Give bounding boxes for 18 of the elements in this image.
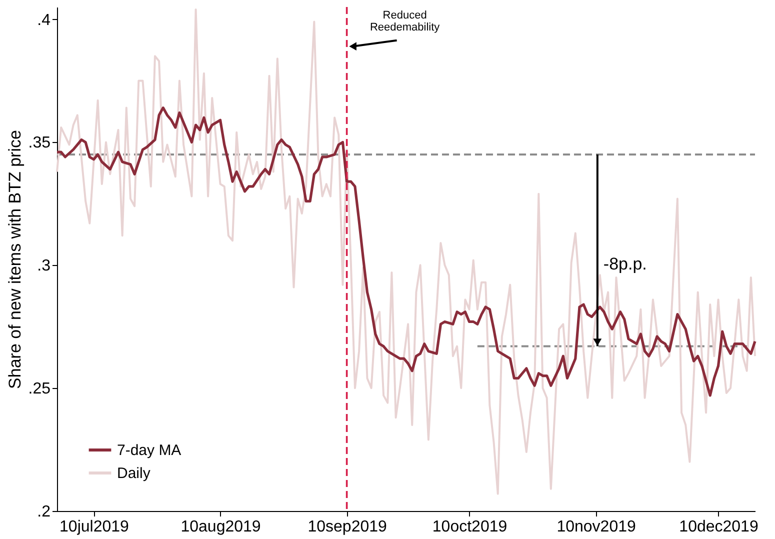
x-tick-label: 10dec2019 (679, 518, 758, 536)
y-tick-label: .2 (37, 504, 51, 520)
x-tick-label: 10nov2019 (556, 518, 636, 536)
y-tick-label: .35 (28, 134, 51, 152)
annotation: -8p.p. (603, 254, 647, 274)
x-tick-label: 10aug2019 (180, 518, 261, 536)
y-tick-label: .25 (28, 380, 51, 398)
annotation: Reduced Reedemability (370, 9, 440, 34)
x-tick-label: 10sep2019 (308, 518, 388, 536)
x-tick-label: 10jul2019 (60, 518, 130, 536)
x-tick-label: 10oct2019 (432, 518, 508, 536)
line-series (56, 106, 756, 397)
y-tick-label: .3 (37, 258, 51, 275)
y-axis-title: Share of new items with BTZ price (5, 130, 24, 389)
legend-label: 7-day MA (117, 442, 182, 459)
line-series (56, 8, 756, 495)
legend-label: Daily (117, 465, 151, 482)
y-tick-label: .4 (37, 12, 51, 29)
